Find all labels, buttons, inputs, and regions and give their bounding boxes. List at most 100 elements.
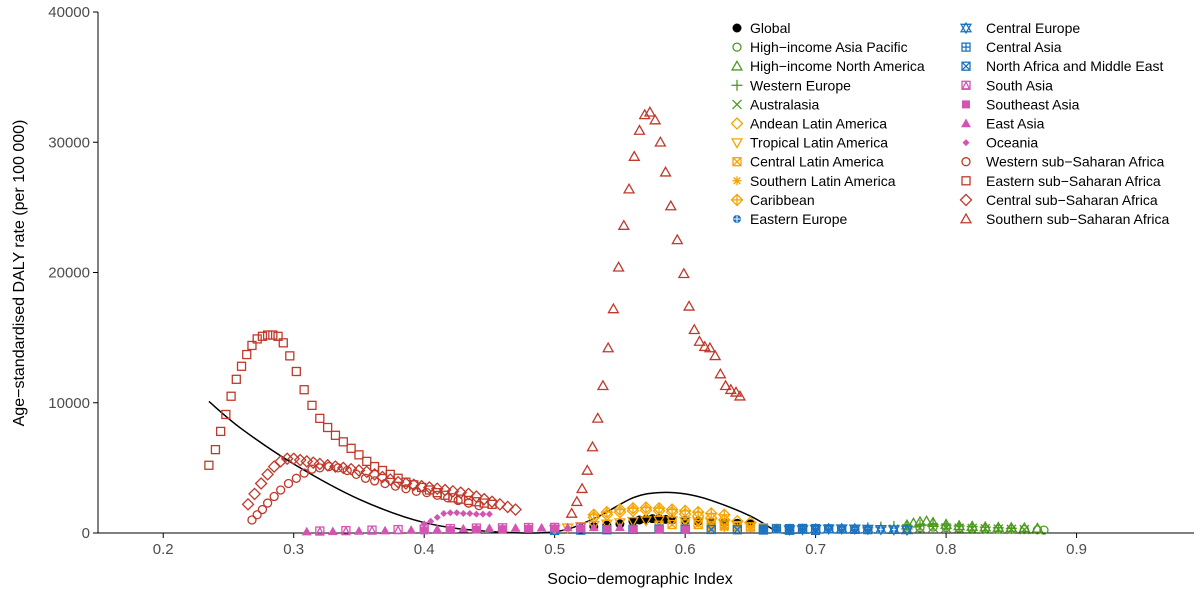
data-point [639,503,653,517]
legend-label: Global [750,20,790,36]
data-point [268,330,278,340]
data-point [614,522,625,531]
data-point [336,461,350,475]
series-points [565,106,747,518]
x-tick-label: 0.5 [544,541,565,558]
data-point [784,525,795,535]
legend-label: High−income North America [750,58,925,74]
data-point [575,482,589,494]
data-point [354,526,364,535]
data-point [565,507,578,518]
legend-item: Southeast Asia [962,96,1080,112]
legend-label: Southeast Asia [986,96,1080,112]
data-point [446,509,454,517]
data-point [273,331,283,341]
x-tick-label: 0.9 [1066,541,1087,558]
legend-label: Central sub−Saharan Africa [986,192,1158,208]
data-point [236,361,247,371]
data-point [652,501,666,515]
data-point [443,493,453,503]
data-point [247,515,257,525]
legend-marker [959,21,973,35]
legend-item: Oceania [962,135,1038,151]
data-point [612,261,625,272]
data-point [472,525,481,534]
data-point [438,483,452,497]
data-point [485,495,499,509]
data-point [262,498,273,508]
y-tick-label: 10000 [48,395,90,412]
data-point [301,526,312,536]
data-point [941,522,952,533]
series-points [241,452,522,516]
data-point [427,517,435,525]
data-point [613,518,626,529]
data-point [887,523,900,536]
data-point [915,522,925,533]
series-points [301,522,625,536]
data-points [204,106,1049,537]
data-point [824,524,834,534]
data-point [346,443,356,453]
legend-marker [962,100,970,109]
expected-curve-layer [208,400,777,534]
data-point [479,510,487,518]
data-point [221,409,231,420]
data-point [576,524,585,533]
legend-item: High−income Asia Pacific [732,39,908,55]
legend-marker [961,42,971,52]
data-point [693,519,703,530]
data-point [493,497,507,511]
data-point [639,516,653,527]
legend-item: Central sub−Saharan Africa [959,192,1158,208]
legend-marker [733,215,741,223]
data-point [626,501,640,515]
data-point [607,302,620,314]
data-point [469,490,483,503]
x-tick-label: 0.7 [805,541,826,558]
expected-value-curve [208,400,777,534]
data-point [665,503,679,516]
data-point [324,461,334,472]
data-point [729,386,743,397]
data-point [617,219,630,230]
data-point [453,509,461,517]
data-point [581,464,594,475]
x-tick-label: 0.8 [936,541,957,558]
data-point [458,523,469,533]
y-axis-title: Age−standardised DALY rate (per 100 000) [11,120,28,427]
legend-marker [732,23,742,33]
data-point [307,400,317,411]
data-point [509,503,522,516]
legend-label: East Asia [986,116,1045,132]
data-point [613,503,627,516]
legend-item: Tropical Latin America [730,135,888,151]
y-tick-label: 30000 [48,134,90,151]
data-point [252,334,262,344]
legend-marker [732,157,742,167]
data-point [283,478,294,489]
data-point [706,524,716,535]
legend-marker [959,212,973,224]
data-point [338,437,348,447]
data-point [850,524,860,535]
data-point [622,182,636,194]
legend-item: High−income North America [730,58,925,74]
data-point [477,492,491,506]
data-point [422,487,432,498]
data-point [671,233,684,245]
x-tick-label: 0.4 [414,541,435,558]
data-point [254,477,268,490]
data-point [570,495,583,507]
data-point [980,523,991,534]
y-tick-label: 20000 [48,265,90,282]
legend-item: Global [732,20,790,36]
data-point [391,475,405,489]
data-point [231,374,241,384]
data-point [703,341,717,353]
data-point [269,491,279,502]
data-point [380,525,390,535]
data-point [399,477,413,490]
data-point [536,522,547,532]
